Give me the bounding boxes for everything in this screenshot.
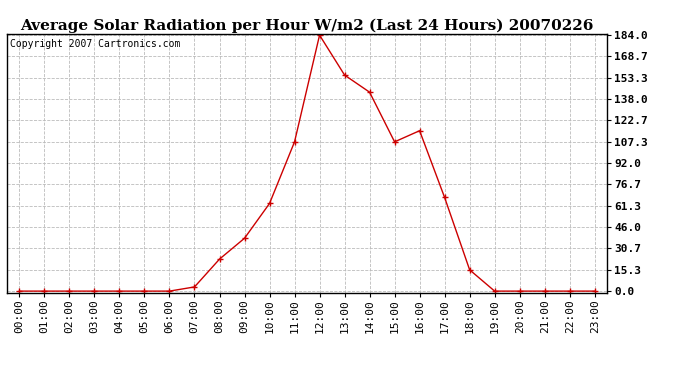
Title: Average Solar Radiation per Hour W/m2 (Last 24 Hours) 20070226: Average Solar Radiation per Hour W/m2 (L… bbox=[21, 18, 593, 33]
Text: Copyright 2007 Cartronics.com: Copyright 2007 Cartronics.com bbox=[10, 39, 180, 49]
